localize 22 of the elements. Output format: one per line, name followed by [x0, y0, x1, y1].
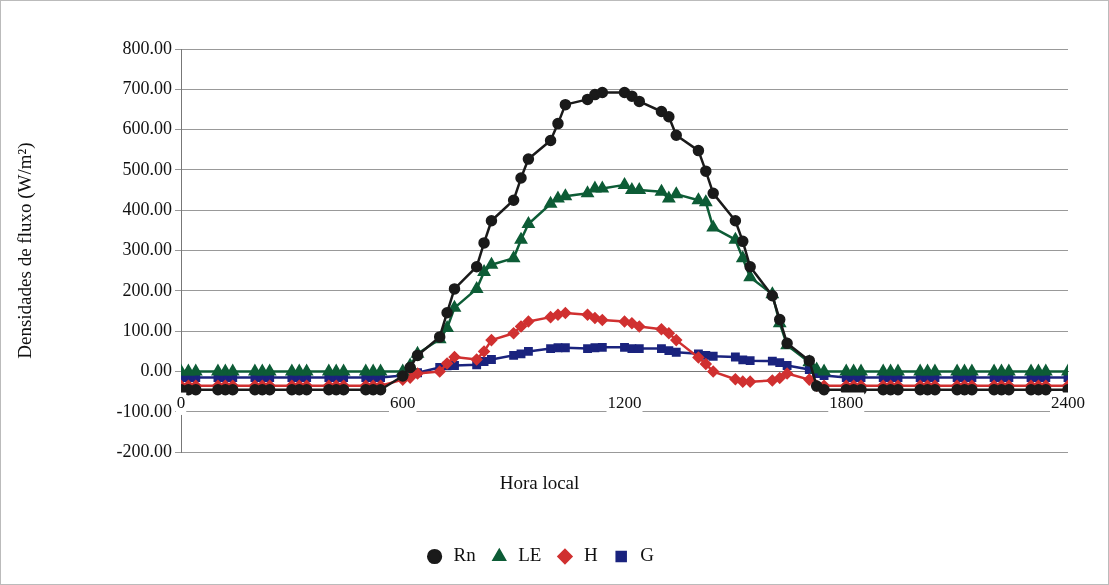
x-tick-label: 0	[176, 393, 186, 413]
x-tick-label: 1200	[607, 393, 642, 413]
y-tick-label: 700.00	[122, 78, 172, 99]
y-tick-label: 100.00	[122, 319, 172, 340]
y-tick-label: 400.00	[122, 199, 172, 220]
x-tick-label: 2400	[1051, 393, 1085, 413]
x-tick-label: 600	[390, 393, 416, 413]
y-tick-label: 0.00	[140, 360, 172, 381]
x-tick-label: 1800	[829, 393, 864, 413]
y-tick-label: 200.00	[122, 279, 172, 300]
x-axis-title: Hora local	[499, 471, 580, 493]
y-tick-label: 500.00	[122, 158, 172, 179]
legend-label: G	[640, 544, 655, 566]
y-tick-label: 800.00	[122, 37, 172, 58]
y-axis-title: Densidades de fluxo (W/m²)	[14, 142, 37, 359]
y-tick-label: 600.00	[122, 118, 172, 139]
y-tick-label: -200.00	[116, 440, 172, 461]
legend-label: LE	[518, 544, 542, 566]
y-tick-label: -100.00	[116, 400, 172, 421]
legend-label: Rn	[453, 544, 477, 566]
y-tick-label: 300.00	[122, 239, 172, 260]
legend-label: H	[583, 544, 598, 566]
